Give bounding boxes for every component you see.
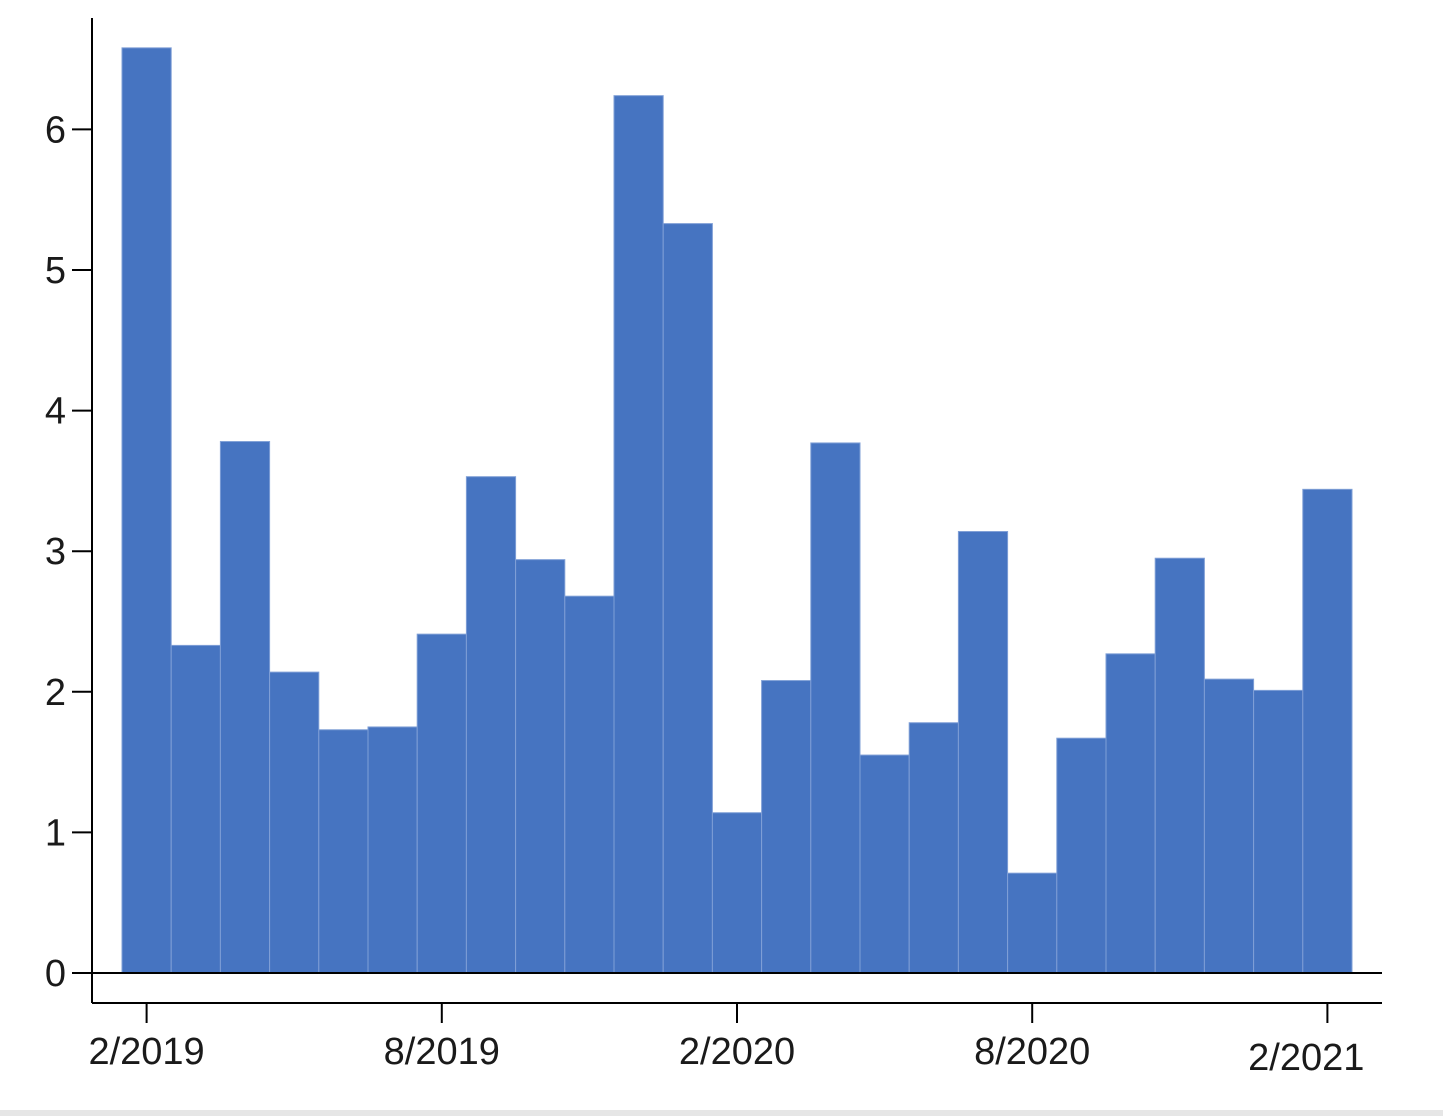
axes-group: 0 1 2 3 4 5 6 2/2019 8/2019 2/2020 8/2020 2/2021 xyxy=(45,18,1382,1079)
bar-2020-05 xyxy=(859,754,910,974)
y-tick-label: 6 xyxy=(45,109,66,151)
bar-2021-02 xyxy=(1302,488,1353,974)
x-tick-label: 2/2020 xyxy=(679,1031,795,1073)
bar-2019-05 xyxy=(269,671,320,974)
bar-2020-11 xyxy=(1154,557,1205,974)
bar-2020-07 xyxy=(957,531,1009,974)
bar-2019-02 xyxy=(121,47,172,974)
x-tick-label: 8/2019 xyxy=(384,1031,500,1073)
bar-2020-03 xyxy=(761,680,812,974)
bar-2020-06 xyxy=(908,722,959,974)
bar-2019-11 xyxy=(564,595,615,974)
bar-2019-12 xyxy=(613,95,664,974)
bar-2021-01 xyxy=(1253,689,1304,974)
y-tick-label: 0 xyxy=(45,953,66,995)
bar-2020-10 xyxy=(1105,653,1156,974)
y-tick-label: 4 xyxy=(45,391,66,433)
bar-2019-08 xyxy=(416,633,467,974)
y-tick-label: 2 xyxy=(45,672,66,714)
x-tick-label: 2/2021 xyxy=(1248,1037,1364,1079)
y-tick-label: 1 xyxy=(45,812,66,854)
bottom-border-strip xyxy=(0,1110,1443,1116)
y-tick-label: 5 xyxy=(45,250,66,292)
bar-2019-04 xyxy=(219,441,271,974)
bar-2020-04 xyxy=(810,442,861,974)
bar-2019-09 xyxy=(465,476,517,974)
bar-2019-06 xyxy=(318,729,369,974)
bar-2019-07 xyxy=(367,726,418,974)
x-tick-label: 2/2019 xyxy=(88,1031,204,1073)
bars-group xyxy=(121,47,1353,974)
bar-2020-09 xyxy=(1056,737,1107,974)
bar-2019-03 xyxy=(170,644,221,974)
bar-2020-12 xyxy=(1203,678,1255,974)
y-tick-label: 3 xyxy=(45,531,66,573)
bar-2020-01 xyxy=(662,223,713,974)
bar-2019-10 xyxy=(515,559,566,974)
bar-2020-02 xyxy=(711,812,763,974)
x-tick-label: 8/2020 xyxy=(974,1031,1090,1073)
bar-2020-08 xyxy=(1007,872,1058,974)
